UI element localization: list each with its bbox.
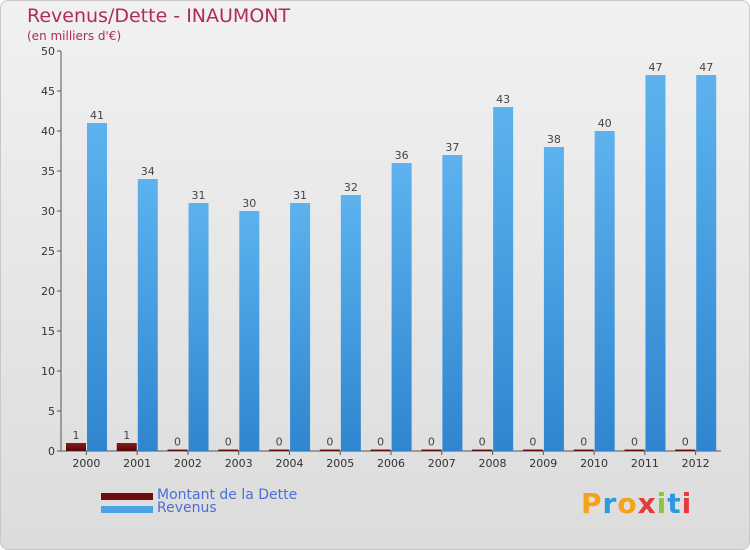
bar-revenue [543,147,564,451]
bar-revenue [391,163,412,451]
data-label-revenue: 41 [90,109,104,122]
bar-debt [116,443,137,451]
data-label-debt: 0 [326,436,333,449]
x-tick-label: 2011 [631,457,659,470]
bar-revenue [442,155,463,451]
data-label-debt: 0 [174,436,181,449]
x-tick-label: 2010 [580,457,608,470]
data-label-debt: 0 [682,436,689,449]
data-label-revenue: 31 [293,189,307,202]
data-label-revenue: 36 [395,149,409,162]
x-tick-label: 2012 [682,457,710,470]
x-tick-label: 2004 [275,457,303,470]
bar-revenue [594,131,615,451]
x-tick-label: 2000 [72,457,100,470]
data-label-revenue: 37 [445,141,459,154]
y-tick-label: 0 [48,445,55,458]
bar-debt [319,449,340,451]
y-tick-label: 20 [41,285,55,298]
bar-revenue [137,179,158,451]
legend-swatch-revenue [101,506,153,513]
data-label-debt: 0 [276,436,283,449]
bar-revenue [188,203,209,451]
bar-revenue [645,75,666,451]
bar-revenue [239,211,260,451]
bar-revenue [290,203,311,451]
x-tick-label: 2007 [428,457,456,470]
bar-debt [472,449,493,451]
bar-debt [269,449,290,451]
data-label-debt: 0 [225,436,232,449]
y-tick-label: 30 [41,205,55,218]
data-label-revenue: 47 [699,61,713,74]
bar-debt [66,443,86,451]
y-tick-label: 45 [41,85,55,98]
data-label-debt: 0 [428,436,435,449]
data-label-debt: 1 [73,429,80,442]
bar-debt [421,449,442,451]
y-tick-label: 10 [41,365,55,378]
x-tick-label: 2001 [123,457,151,470]
bar-debt [522,449,543,451]
data-label-revenue: 34 [141,165,155,178]
chart-subtitle: (en milliers d'€) [27,29,122,43]
legend-swatch-debt [101,493,153,500]
data-label-debt: 0 [580,436,587,449]
bar-revenue [696,75,717,451]
bar-debt [167,449,188,451]
bar-revenue [87,123,107,451]
data-label-revenue: 30 [242,197,256,210]
legend-label-debt: Montant de la Dette [157,487,298,503]
x-tick-label: 2006 [377,457,405,470]
bar-debt [573,449,594,451]
bar-revenue [340,195,361,451]
data-label-revenue: 31 [192,189,206,202]
data-label-debt: 0 [529,436,536,449]
y-tick-label: 35 [41,165,55,178]
data-label-revenue: 40 [598,117,612,130]
y-tick-label: 40 [41,125,55,138]
data-label-revenue: 38 [547,133,561,146]
data-label-revenue: 47 [648,61,662,74]
bar-debt [675,449,696,451]
y-tick-label: 50 [41,45,55,58]
y-tick-label: 5 [48,405,55,418]
x-tick-label: 2003 [225,457,253,470]
y-tick-label: 15 [41,325,55,338]
bar-debt [624,449,645,451]
bar-revenue [493,107,514,451]
x-tick-label: 2009 [529,457,557,470]
data-label-debt: 0 [479,436,486,449]
data-label-revenue: 32 [344,181,358,194]
chart-title: Revenus/Dette - INAUMONT [27,5,291,27]
x-tick-label: 2008 [479,457,507,470]
data-label-debt: 0 [631,436,638,449]
legend-label-revenue: Revenus [157,500,217,516]
x-tick-label: 2002 [174,457,202,470]
proxiti-logo: Proxiti [581,487,693,520]
bar-debt [370,449,391,451]
x-tick-label: 2005 [326,457,354,470]
bar-debt [218,449,239,451]
y-tick-label: 25 [41,245,55,258]
data-label-revenue: 43 [496,93,510,106]
data-label-debt: 1 [123,429,130,442]
data-label-debt: 0 [377,436,384,449]
